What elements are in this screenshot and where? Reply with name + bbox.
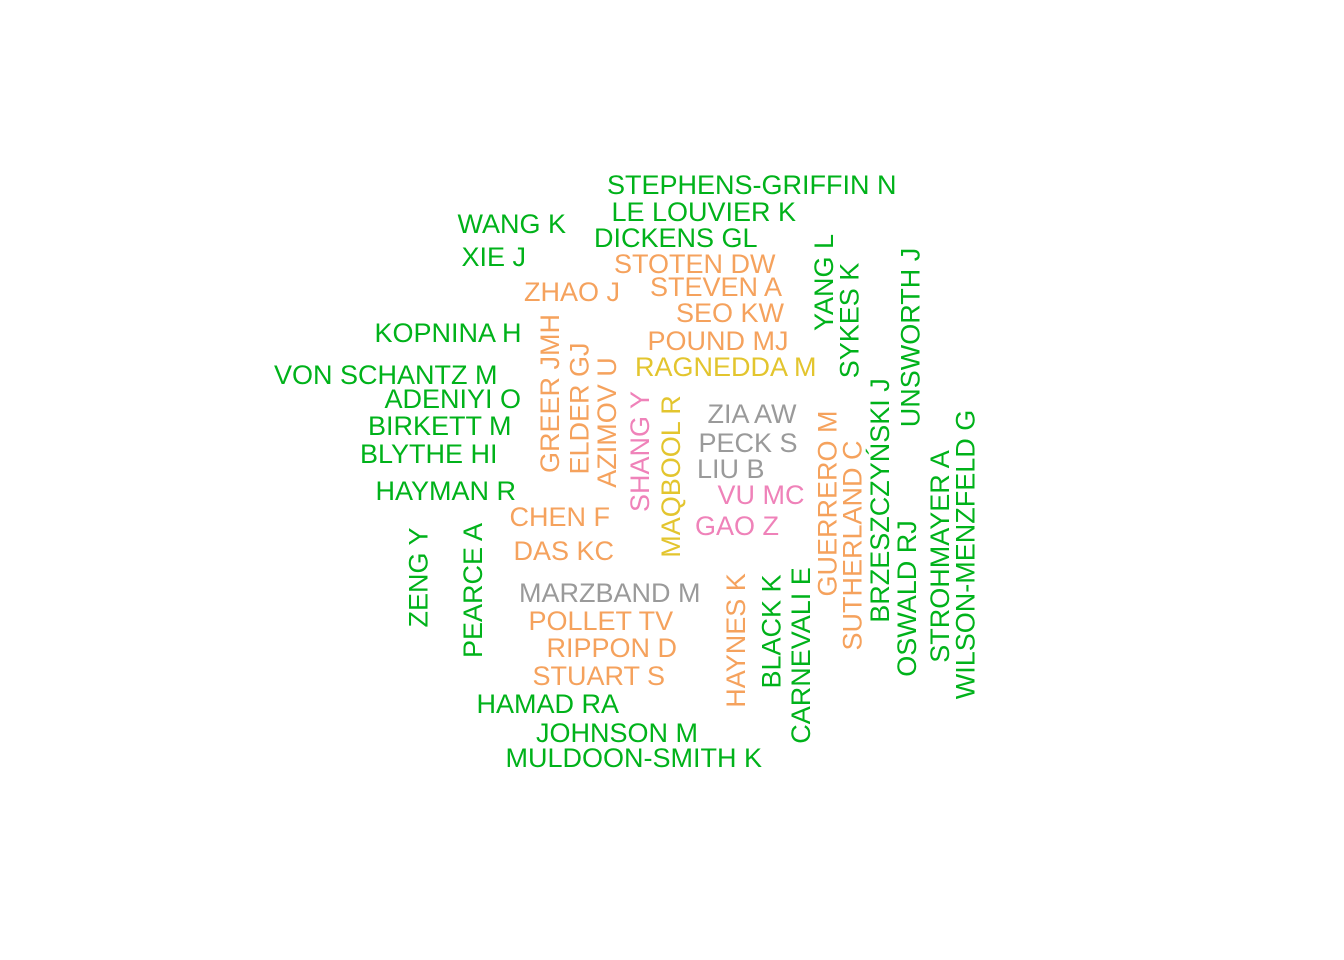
- word-label: SYKES K: [834, 262, 865, 378]
- word-label: RAGNEDDA M: [635, 351, 817, 382]
- word-label: ZIA AW: [707, 398, 797, 429]
- word-label: GAO Z: [695, 510, 780, 541]
- word-label: BLACK K: [756, 573, 787, 689]
- word-label: STOTEN DW: [614, 248, 776, 279]
- word-label: WANG K: [457, 208, 567, 239]
- word-label: GREER JMH: [534, 313, 565, 473]
- word-label: KOPNINA H: [374, 317, 522, 348]
- word-label: STEVEN A: [650, 271, 783, 302]
- word-label: DAS KC: [513, 535, 615, 566]
- word-label: WILSON-MENZFELD G: [950, 409, 981, 699]
- word-label: MULDOON-SMITH K: [505, 742, 763, 773]
- word-label: PECK S: [698, 427, 798, 458]
- word-label: LE LOUVIER K: [611, 196, 797, 227]
- word-label: RIPPON D: [546, 632, 678, 663]
- word-label: SHANG Y: [624, 390, 655, 512]
- word-label: CHEN F: [509, 501, 611, 532]
- word-label: HAMAD RA: [476, 688, 620, 719]
- word-label: ZHAO J: [524, 276, 621, 307]
- word-label: STEPHENS-GRIFFIN N: [607, 169, 897, 200]
- word-label: BRZESZCZYŃSKI J: [864, 377, 895, 623]
- word-label: POLLET TV: [528, 605, 674, 636]
- word-label: OSWALD RJ: [891, 519, 922, 677]
- word-label: AZIMOV U: [591, 356, 622, 488]
- word-label: MAQBOOL R: [655, 394, 686, 558]
- word-label: PEARCE A: [457, 522, 488, 658]
- word-label: SUTHERLAND C: [837, 439, 868, 651]
- word-label: POUND MJ: [647, 325, 789, 356]
- word-label: XIE J: [461, 241, 527, 272]
- word-label: MARZBAND M: [519, 577, 701, 608]
- word-label: ZENG Y: [403, 526, 434, 628]
- word-label: STROHMAYER A: [924, 449, 955, 663]
- word-label: ADENIYI O: [384, 383, 522, 414]
- word-label: BLYTHE HI: [360, 438, 498, 469]
- word-label: SEO KW: [676, 297, 785, 328]
- word-label: BIRKETT M: [368, 410, 512, 441]
- word-label: ELDER GJ: [564, 341, 595, 475]
- word-label: VU MC: [717, 479, 805, 510]
- word-label: HAYNES K: [720, 572, 751, 708]
- word-label: DICKENS GL: [594, 222, 758, 253]
- word-label: UNSWORTH J: [895, 247, 926, 427]
- word-label: HAYMAN R: [375, 475, 517, 506]
- word-label: VON SCHANTZ M: [274, 359, 498, 390]
- word-label: STUART S: [532, 660, 666, 691]
- word-label: JOHNSON M: [536, 717, 698, 748]
- word-label: CARNEVALI E: [785, 566, 816, 744]
- word-label: LIU B: [697, 453, 765, 484]
